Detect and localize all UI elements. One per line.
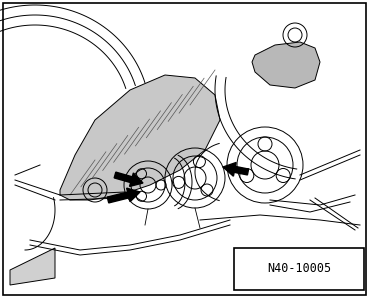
Bar (234, 248, 364, 290)
Polygon shape (252, 42, 320, 88)
Text: N40-10005: N40-10005 (267, 263, 331, 275)
FancyArrow shape (107, 188, 140, 203)
FancyArrow shape (223, 162, 249, 176)
Polygon shape (60, 75, 220, 200)
FancyArrow shape (114, 172, 143, 187)
Polygon shape (10, 248, 55, 285)
